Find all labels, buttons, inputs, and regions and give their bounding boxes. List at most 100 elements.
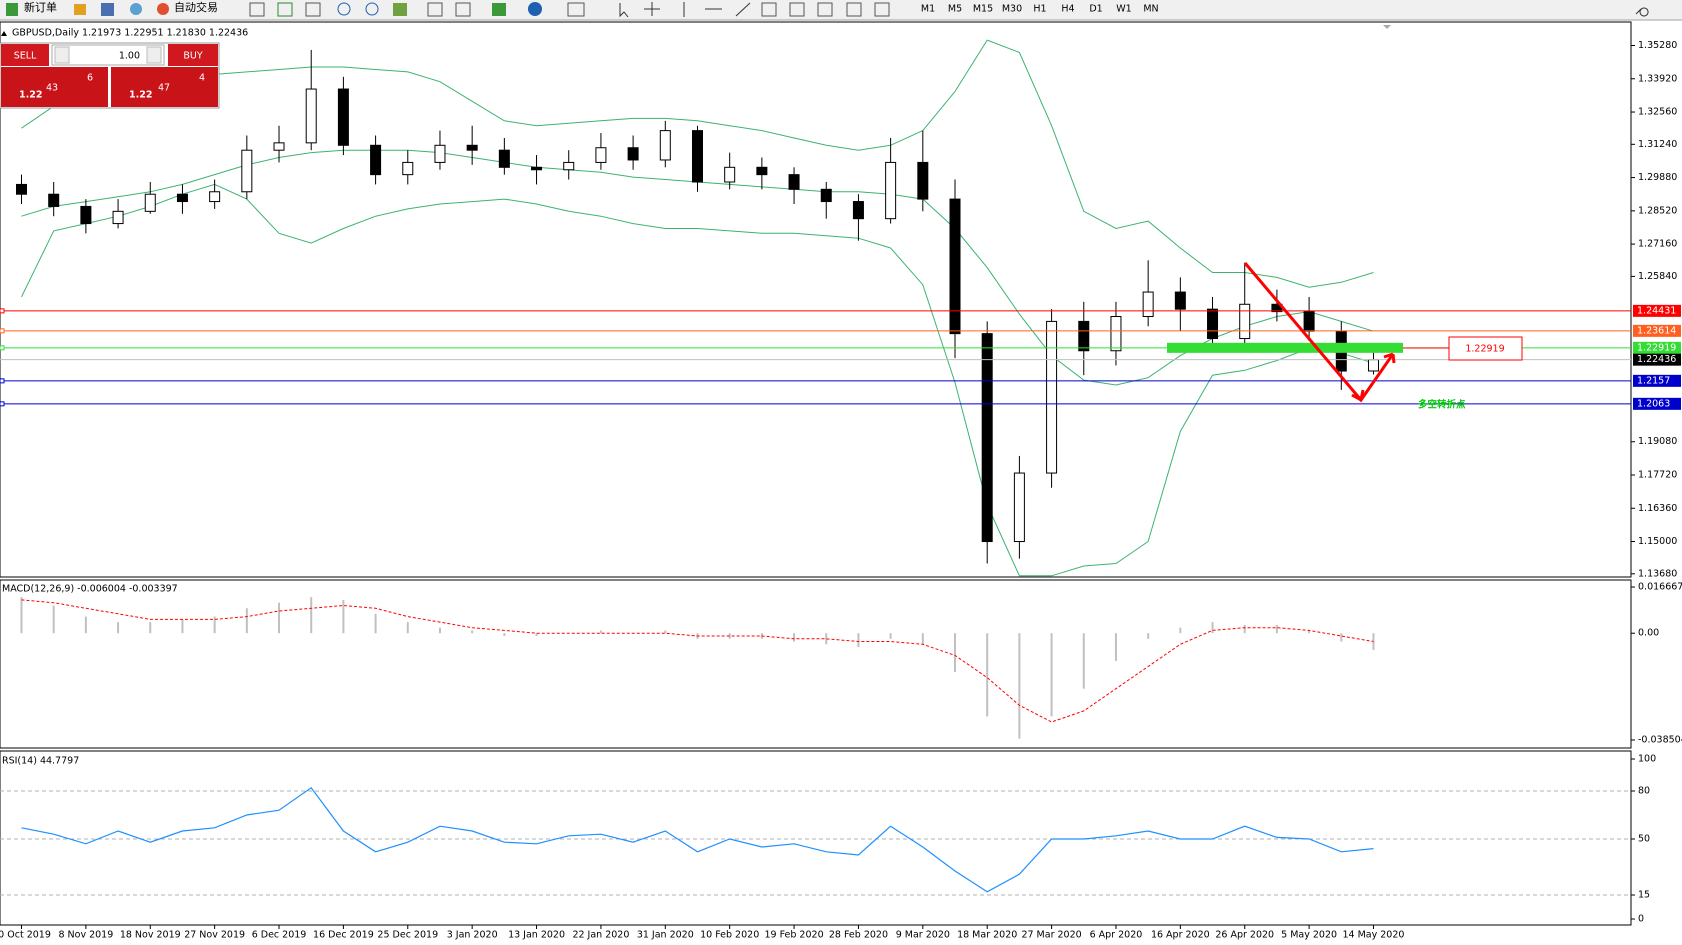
level-label: 1.22919: [1637, 342, 1676, 353]
candle-body: [1078, 320, 1090, 352]
candle-body: [885, 161, 897, 220]
y-tick-label: 1.17720: [1638, 470, 1677, 481]
y-tick-label: 1.27160: [1638, 239, 1677, 250]
y-tick-label: 1.31240: [1638, 139, 1677, 150]
tool-button[interactable]: [874, 2, 890, 17]
x-tick-label: 30 Oct 2019: [0, 930, 51, 941]
zoom-out[interactable]: [365, 2, 379, 16]
trade-panel: SELL 1.00 BUY 1.22 43 6 1.22 47 4: [0, 42, 220, 109]
y-tick-label: 1.15000: [1638, 536, 1677, 547]
new-order-icon[interactable]: [6, 3, 18, 16]
auto-trading-icon[interactable]: [157, 3, 169, 15]
y-tick-label: 1.28520: [1638, 205, 1677, 216]
arrow-head: [1383, 352, 1396, 364]
lot-value[interactable]: 1.00: [119, 51, 140, 62]
y-tick-label: 50: [1638, 834, 1650, 845]
sell-button[interactable]: [1, 44, 49, 66]
ask-small[interactable]: 4: [199, 73, 205, 84]
auto-trading-button[interactable]: 自动交易: [174, 0, 218, 14]
sell-label[interactable]: SELL: [14, 51, 37, 62]
crosshair-tool[interactable]: [644, 2, 660, 16]
tool-button[interactable]: [567, 2, 585, 17]
timeframe-button[interactable]: M15: [973, 4, 993, 15]
candle-body: [402, 161, 414, 176]
candle-body: [1303, 311, 1315, 332]
new-order-button[interactable]: 新订单: [24, 0, 57, 14]
y-tick-label: 1.19080: [1638, 436, 1677, 447]
tool-button[interactable]: [817, 2, 833, 17]
y-tick-label: 1.32560: [1638, 107, 1677, 118]
search-icon[interactable]: [1635, 7, 1649, 17]
tool-button[interactable]: [277, 2, 293, 17]
tool-button[interactable]: [455, 2, 471, 17]
timeframe-button[interactable]: H1: [1033, 4, 1046, 15]
price-plot: [16, 39, 1379, 577]
timeframe-button[interactable]: D1: [1089, 4, 1102, 15]
y-tick-label: 1.16360: [1638, 503, 1677, 514]
candle-body: [531, 166, 543, 171]
tool-button[interactable]: [427, 2, 443, 17]
icon[interactable]: [101, 3, 114, 16]
candle-body: [852, 201, 864, 220]
tool-button[interactable]: [528, 2, 542, 16]
icon[interactable]: [130, 3, 142, 15]
lot-input[interactable]: [51, 44, 165, 66]
y-tick-label: 1.13680: [1638, 568, 1677, 579]
trendline-tool[interactable]: [735, 2, 751, 17]
candle-body: [144, 193, 156, 212]
x-tick-label: 25 Dec 2019: [377, 930, 438, 941]
tool-button[interactable]: [789, 2, 805, 17]
candle-body: [563, 161, 575, 171]
buy-button[interactable]: [168, 44, 218, 66]
ask-prefix[interactable]: 1.22: [129, 90, 152, 101]
ask-box[interactable]: [111, 67, 218, 107]
bid-small[interactable]: 6: [87, 73, 93, 84]
timeframe-button[interactable]: H4: [1061, 4, 1074, 15]
cursor-tool[interactable]: [619, 3, 629, 18]
icon[interactable]: [74, 4, 86, 15]
bid-box[interactable]: [1, 67, 108, 107]
chart-title: GBPUSD,Daily 1.21973 1.22951 1.21830 1.2…: [12, 28, 248, 39]
level-label-box: [1633, 341, 1681, 354]
y-tick-label: -0.038504: [1638, 735, 1682, 746]
x-tick-label: 5 May 2020: [1281, 930, 1337, 941]
timeframe-button[interactable]: MN: [1143, 4, 1158, 15]
zoom-in[interactable]: [337, 2, 351, 16]
level-handle: [0, 378, 5, 384]
rsi-title: RSI(14) 44.7797: [2, 756, 79, 767]
x-tick-label: 18 Nov 2019: [120, 930, 181, 941]
tool-button[interactable]: [846, 2, 862, 17]
tool-button[interactable]: [249, 2, 265, 17]
y-tick-label: 1.35280: [1638, 40, 1677, 51]
candle-body: [949, 198, 961, 335]
tool-button[interactable]: [492, 3, 506, 16]
tool-button[interactable]: [393, 3, 407, 16]
bid-prefix[interactable]: 1.22: [19, 90, 42, 101]
candle-body: [1207, 308, 1219, 340]
candle-body: [659, 130, 671, 161]
bid-big[interactable]: 43: [46, 83, 58, 94]
timeframe-button[interactable]: M5: [948, 4, 962, 15]
y-tick-label: 0.00: [1638, 628, 1659, 639]
tool-button[interactable]: [305, 2, 321, 17]
x-tick-label: 10 Feb 2020: [700, 930, 759, 941]
x-tick-label: 9 Mar 2020: [896, 930, 950, 941]
buy-label[interactable]: BUY: [183, 51, 202, 62]
y-tick-label: 0: [1638, 914, 1644, 925]
level-label: 1.23614: [1637, 325, 1676, 336]
lot-up[interactable]: [146, 46, 162, 64]
x-tick-label: 18 Mar 2020: [957, 930, 1017, 941]
lot-down[interactable]: [54, 46, 70, 64]
timeframe-button[interactable]: M30: [1002, 4, 1022, 15]
tool-button[interactable]: [761, 2, 777, 17]
candle-body: [241, 149, 253, 193]
x-tick-label: 27 Nov 2019: [184, 930, 245, 941]
arrow-head: [1351, 389, 1365, 402]
ask-big[interactable]: 47: [158, 83, 170, 94]
y-tick-label: 80: [1638, 786, 1650, 797]
candle-body: [788, 174, 800, 190]
candle-body: [820, 188, 832, 203]
timeframe-button[interactable]: W1: [1116, 4, 1131, 15]
timeframe-button[interactable]: M1: [921, 4, 935, 15]
